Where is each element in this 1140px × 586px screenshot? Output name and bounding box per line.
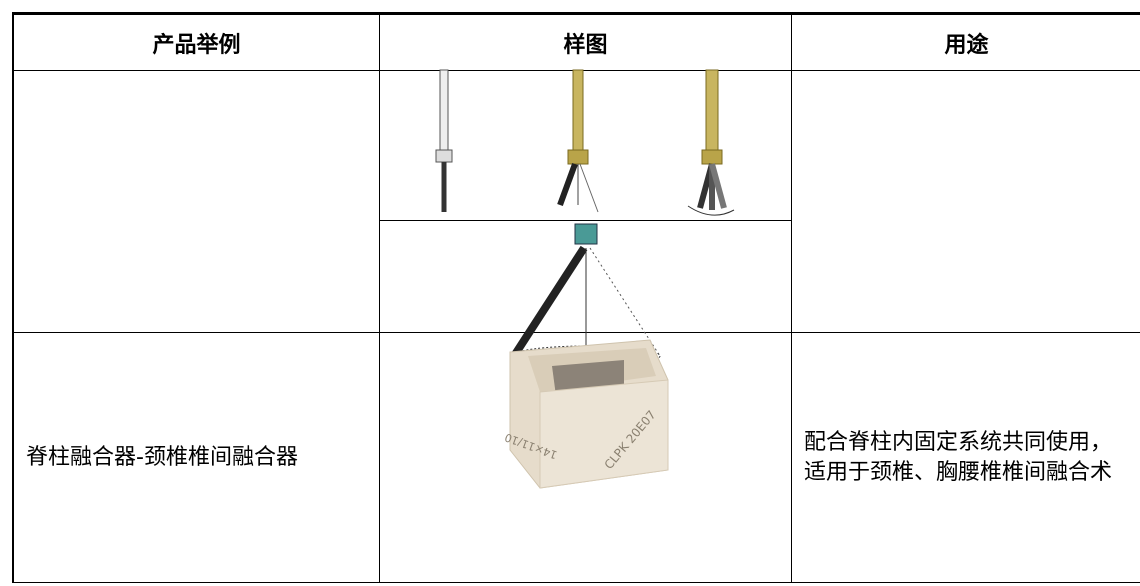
image-cell <box>380 71 792 221</box>
header-cell: 用途 <box>792 15 1140 71</box>
product-cell: 脊柱融合器-颈椎椎间融合器 <box>14 333 380 583</box>
screw-plain <box>435 69 453 212</box>
usage-cell: 配合脊柱内固定系统共同使用，适用于颈椎、胸腰椎椎间融合术 <box>792 333 1140 583</box>
header-cell: 产品举例 <box>14 15 380 71</box>
empty-cell <box>792 71 1140 333</box>
screw-gold <box>557 69 599 213</box>
header-cell: 样图 <box>380 15 792 71</box>
screw-cone <box>510 223 661 367</box>
cage: CLPK 20E07 14×11/10 <box>503 339 669 489</box>
screw-poly <box>687 69 735 216</box>
empty-cell <box>14 71 380 333</box>
image-cell <box>380 333 792 583</box>
table: 产品举例 样图 用途 脊柱融合器-颈椎椎间融合器 配合脊柱内固定系统共同使用，适… <box>12 12 1140 583</box>
